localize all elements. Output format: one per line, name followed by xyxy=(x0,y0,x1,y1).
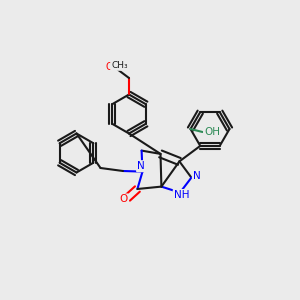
Text: N: N xyxy=(137,161,145,171)
Text: OH: OH xyxy=(204,127,220,137)
Text: CH₃: CH₃ xyxy=(111,61,128,70)
Text: O: O xyxy=(106,62,113,73)
Text: N: N xyxy=(193,171,201,181)
Text: NH: NH xyxy=(174,190,189,200)
Text: O: O xyxy=(120,194,128,205)
